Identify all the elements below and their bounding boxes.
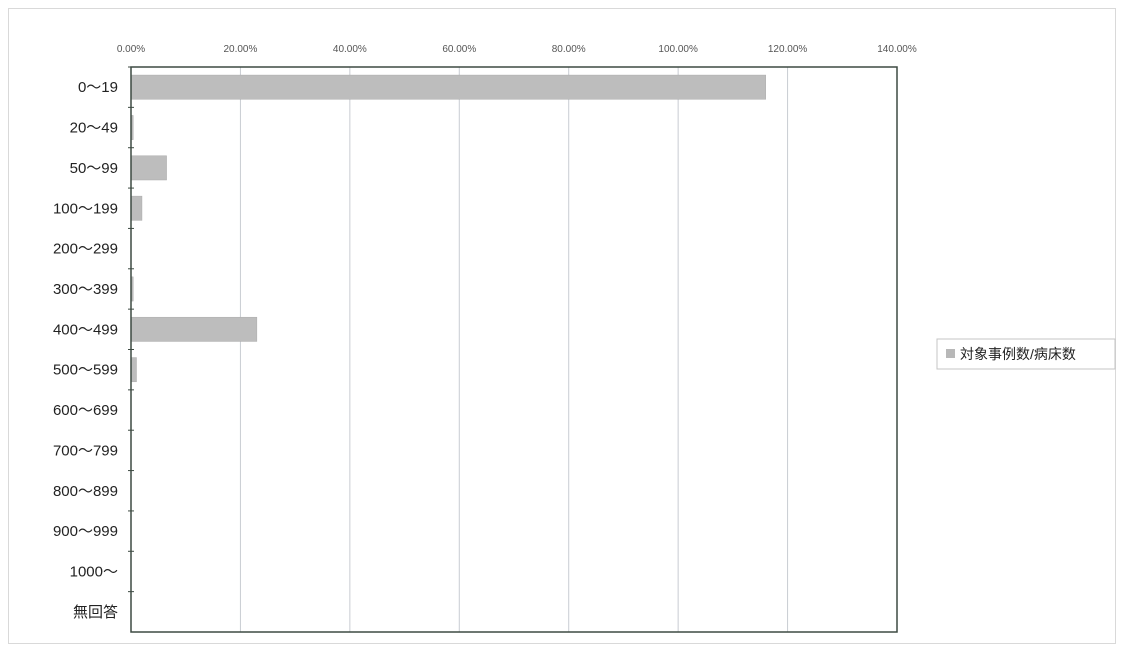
bar-layer bbox=[130, 74, 766, 383]
y-category-label: 20～49 bbox=[70, 120, 118, 137]
legend: 対象事例数/病床数 bbox=[936, 338, 1116, 370]
x-tick-label: 60.00% bbox=[442, 44, 476, 55]
y-axis-ticks bbox=[128, 66, 134, 593]
x-tick-label: 120.00% bbox=[768, 44, 808, 55]
y-category-label: 600～699 bbox=[53, 402, 118, 419]
bar bbox=[130, 316, 258, 342]
y-category-label: 800～899 bbox=[53, 483, 118, 500]
bar bbox=[130, 74, 766, 100]
y-category-label: 無回答 bbox=[73, 604, 118, 621]
legend-swatch bbox=[946, 349, 955, 358]
plot-area-border bbox=[130, 66, 898, 633]
x-tick-label: 40.00% bbox=[333, 44, 367, 55]
x-tick-label: 80.00% bbox=[552, 44, 586, 55]
y-category-label: 100～199 bbox=[53, 200, 118, 217]
y-category-label: 0～19 bbox=[78, 79, 118, 96]
y-category-label: 900～999 bbox=[53, 523, 118, 540]
y-axis-category-labels: 0～19 20～49 50～99 100～199 200～299 300～399 400～4… bbox=[53, 79, 118, 621]
y-category-label: 400～499 bbox=[53, 321, 118, 338]
x-tick-label: 20.00% bbox=[223, 44, 257, 55]
x-tick-label: 140.00% bbox=[877, 44, 917, 55]
x-axis-tick-labels: 0.00% 20.00% 40.00% 60.00% 80.00% 100.00% 120.… bbox=[117, 44, 917, 55]
y-category-label: 200～299 bbox=[53, 241, 118, 258]
y-category-label: 1000～ bbox=[70, 563, 118, 580]
y-category-label: 300～399 bbox=[53, 281, 118, 298]
y-category-label: 500～599 bbox=[53, 362, 118, 379]
y-category-label: 700～799 bbox=[53, 442, 118, 459]
x-tick-label: 0.00% bbox=[117, 44, 145, 55]
legend-label: 対象事例数/病床数 bbox=[960, 346, 1076, 362]
bar bbox=[130, 357, 137, 383]
grid-layer bbox=[239, 67, 789, 632]
x-tick-label: 100.00% bbox=[658, 44, 698, 55]
bar bbox=[130, 155, 167, 181]
y-category-label: 50～99 bbox=[70, 160, 118, 177]
legend-box bbox=[936, 338, 1116, 370]
bar bbox=[130, 195, 143, 221]
